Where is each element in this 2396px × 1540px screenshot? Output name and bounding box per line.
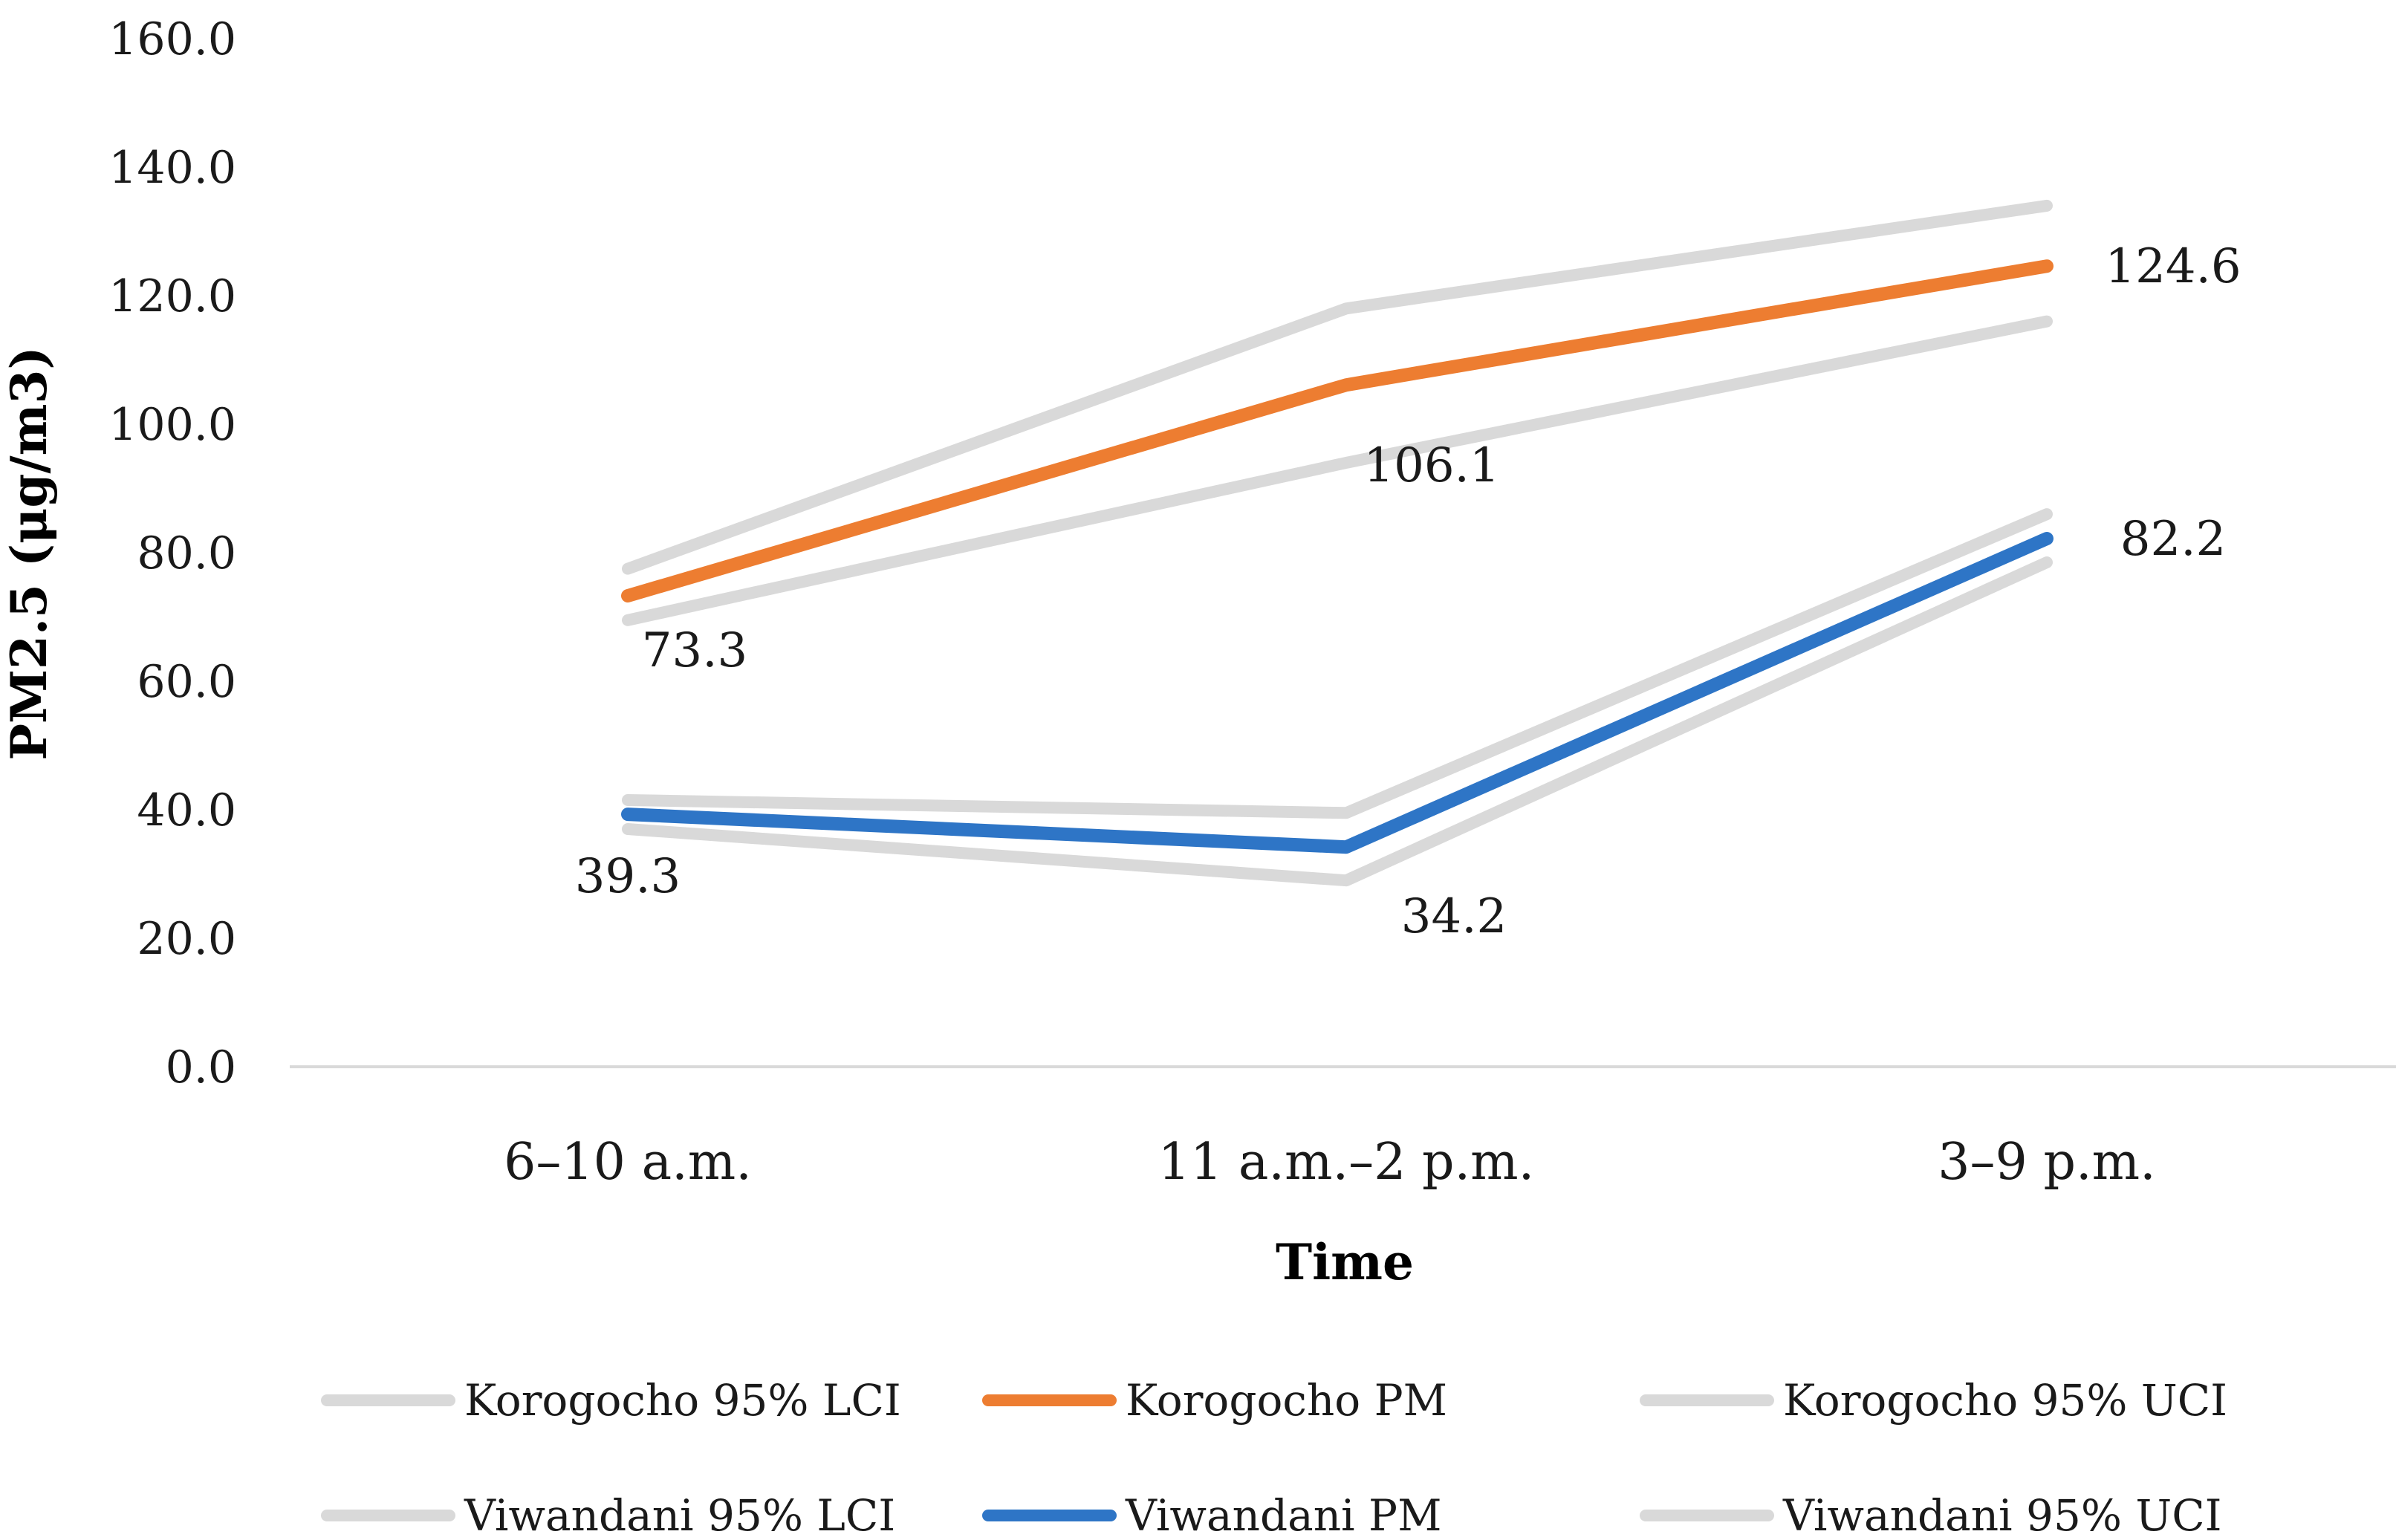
series-line-korogocho-95-uci (622, 199, 2053, 575)
legend-label: Viwandani PM (1125, 1490, 1441, 1540)
data-label: 82.2 (2120, 512, 2227, 567)
x-axis-title: Time (1276, 1233, 1414, 1291)
series-line-viwandani-95-lci (622, 556, 2053, 887)
data-label: 34.2 (1401, 889, 1507, 944)
y-tick-label: 120.0 (108, 270, 236, 322)
y-tick-label: 20.0 (137, 913, 236, 965)
legend-label: Viwandani 95% UCI (1782, 1490, 2222, 1540)
y-tick-label: 140.0 (108, 142, 236, 194)
y-tick-label: 80.0 (137, 527, 236, 579)
y-tick-label: 100.0 (108, 399, 236, 451)
y-tick-label: 60.0 (137, 656, 236, 708)
y-tick-label: 160.0 (108, 13, 236, 65)
series-line-viwandani-pm (621, 532, 2054, 854)
series-lines (621, 199, 2054, 887)
legend-label: Korogocho 95% UCI (1783, 1375, 2227, 1426)
legend-label: Korogocho PM (1126, 1375, 1447, 1426)
legend: Korogocho 95% LCI Korogocho PM Korogocho 9… (321, 1375, 2227, 1540)
x-tick-label: 3–9 p.m. (1938, 1133, 2155, 1192)
series-line-viwandani-95-uci (622, 508, 2053, 819)
x-tick-label: 6–10 a.m. (504, 1133, 752, 1192)
data-labels: 73.3 106.1 124.6 39.3 34.2 82.2 (575, 239, 2241, 944)
y-axis-title: PM2.5 (μg/m3) (0, 346, 58, 760)
data-label: 106.1 (1363, 438, 1499, 493)
legend-label: Korogocho 95% LCI (464, 1375, 901, 1426)
series-line-korogocho-pm (621, 259, 2054, 602)
x-axis-ticks: 6–10 a.m. 11 a.m.–2 p.m. 3–9 p.m. (504, 1133, 2156, 1192)
series-line-korogocho-95-lci (622, 315, 2053, 626)
data-label: 73.3 (642, 623, 748, 678)
y-tick-label: 0.0 (166, 1042, 236, 1094)
legend-label: Viwandani 95% LCI (464, 1490, 895, 1540)
data-label: 39.3 (575, 849, 681, 904)
y-axis-ticks: 0.0 20.0 40.0 60.0 80.0 100.0 120.0 140.0 160.0 (108, 13, 236, 1094)
y-tick-label: 40.0 (137, 784, 236, 836)
x-tick-label: 11 a.m.–2 p.m. (1158, 1133, 1535, 1192)
data-label: 124.6 (2105, 239, 2241, 294)
